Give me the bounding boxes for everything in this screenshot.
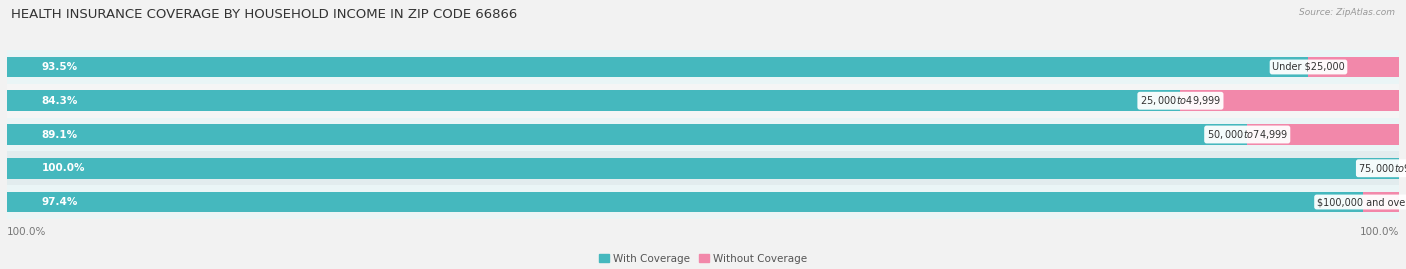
Bar [7,158,1399,179]
Legend: With Coverage, Without Coverage: With Coverage, Without Coverage [599,254,807,264]
Bar [1247,124,1399,145]
Text: 89.1%: 89.1% [42,129,77,140]
Text: Source: ZipAtlas.com: Source: ZipAtlas.com [1299,8,1395,17]
Bar [1309,56,1399,77]
Text: $25,000 to $49,999: $25,000 to $49,999 [1140,94,1220,107]
Bar [7,185,1399,219]
Text: $100,000 and over: $100,000 and over [1316,197,1406,207]
Text: Under $25,000: Under $25,000 [1272,62,1346,72]
Bar [1362,192,1399,213]
Text: $75,000 to $99,999: $75,000 to $99,999 [1358,162,1406,175]
Bar [1181,90,1399,111]
Bar [7,90,1181,111]
Bar [7,84,1399,118]
Bar [7,118,1399,151]
Text: 100.0%: 100.0% [1360,227,1399,237]
Text: $50,000 to $74,999: $50,000 to $74,999 [1206,128,1288,141]
Text: 93.5%: 93.5% [42,62,77,72]
Text: 100.0%: 100.0% [42,163,86,173]
Text: 97.4%: 97.4% [42,197,79,207]
Text: HEALTH INSURANCE COVERAGE BY HOUSEHOLD INCOME IN ZIP CODE 66866: HEALTH INSURANCE COVERAGE BY HOUSEHOLD I… [11,8,517,21]
Bar [7,56,1309,77]
Text: 100.0%: 100.0% [7,227,46,237]
Bar [7,192,1362,213]
Bar [7,151,1399,185]
Bar [7,50,1399,84]
Bar [7,124,1247,145]
Text: 84.3%: 84.3% [42,96,79,106]
